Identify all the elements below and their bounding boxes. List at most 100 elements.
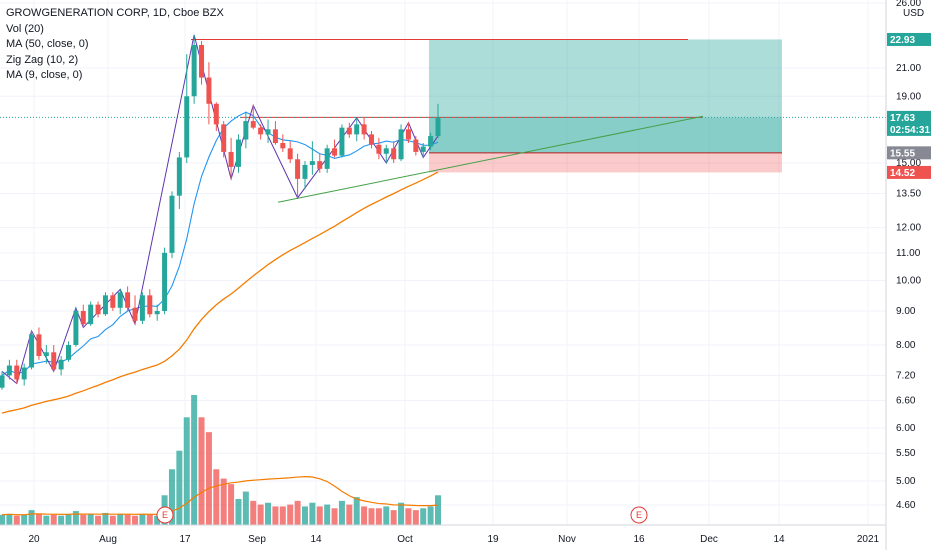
price-tag-1: 17.63 [890, 113, 915, 124]
price-tick-12: 6.00 [896, 423, 916, 434]
volume-bar-17 [124, 514, 131, 525]
volume-bar-52 [383, 506, 390, 525]
time-tick-10: 14 [773, 534, 785, 545]
time-tick-5: Oct [397, 534, 413, 545]
ma50-line [1, 171, 439, 414]
time-tick-8: 16 [633, 534, 645, 545]
ma9-line [1, 111, 439, 376]
time-tick-3: Sep [248, 534, 266, 545]
price-tag-bg-4 [887, 165, 931, 179]
candle-0 [0, 375, 5, 388]
volume-bar-30 [220, 478, 227, 525]
candle-21 [154, 311, 160, 315]
earnings-label-0: E [162, 510, 168, 520]
symbol-title[interactable]: GROWGENERATION CORP, 1D, Cboe BZX [6, 7, 224, 19]
time-tick-1: Aug [99, 534, 117, 545]
volume-bar-12 [87, 513, 94, 525]
price-axis-unit: USD [903, 8, 924, 19]
price-tick-0: 26.00 [896, 0, 921, 9]
zigzag-line [1, 34, 439, 385]
price-tick-13: 5.50 [896, 448, 916, 459]
candle-6 [43, 352, 49, 357]
volume-bar-26 [191, 395, 198, 525]
volume-bar-16 [117, 513, 124, 525]
volume-bar-5 [35, 513, 42, 525]
price-tag-bg-1 [887, 110, 931, 124]
time-tick-2: 17 [179, 534, 191, 545]
volume-bar-45 [331, 508, 338, 525]
price-tick-6: 11.00 [896, 248, 921, 259]
volume-bar-14 [102, 512, 109, 525]
profit-zone [429, 39, 782, 118]
volume-bar-20 [146, 514, 153, 525]
price-tick-8: 9.00 [896, 306, 916, 317]
candle-57 [420, 146, 426, 152]
candle-1 [6, 365, 12, 376]
volume-bar-34 [250, 500, 257, 525]
volume-bar-40 [294, 500, 301, 525]
volume-bar-18 [132, 515, 139, 525]
price-tag-bg-2 [887, 122, 931, 136]
volume-bar-48 [353, 497, 360, 525]
volume-bar-42 [309, 502, 316, 525]
candle-44 [324, 148, 330, 169]
candle-29 [213, 103, 219, 125]
candle-3 [21, 367, 27, 380]
candle-4 [29, 334, 35, 368]
candle-53 [391, 148, 397, 160]
earnings-label-1: E [636, 510, 642, 520]
volume-bar-46 [338, 500, 345, 525]
candle-49 [361, 124, 367, 135]
time-tick-4: 14 [310, 534, 322, 545]
candle-12 [88, 304, 94, 325]
volume-bar-57 [420, 508, 427, 525]
candle-2 [14, 365, 20, 380]
volume-bar-0 [0, 514, 5, 525]
volume-bar-49 [361, 506, 368, 525]
indicator-volume[interactable]: Vol (20) [6, 22, 44, 35]
volume-bar-43 [316, 506, 323, 525]
price-axis-bg [886, 0, 932, 550]
volume-bar-56 [412, 510, 419, 525]
price-tag-4: 14.52 [890, 168, 915, 179]
candle-30 [221, 124, 227, 152]
price-tick-15: 4.60 [896, 500, 916, 511]
candle-50 [368, 134, 374, 145]
price-tick-4: 13.50 [896, 189, 921, 200]
volume-bar-50 [368, 508, 375, 525]
volume-bar-7 [50, 514, 57, 525]
price-tick-11: 6.60 [896, 395, 916, 406]
time-tick-0: 20 [28, 534, 40, 545]
time-tick-11: 2021 [857, 534, 880, 545]
indicator-ma9[interactable]: MA (9, close, 0) [6, 69, 83, 81]
candle-42 [309, 161, 315, 165]
price-tick-1: 21.00 [896, 63, 921, 74]
volume-bar-35 [257, 504, 264, 525]
volume-bar-8 [58, 515, 65, 525]
candle-39 [287, 148, 293, 160]
candle-52 [383, 148, 389, 154]
candle-55 [405, 129, 411, 140]
price-tag-bg-3 [887, 146, 931, 160]
price-tag-2: 02:54:31 [890, 125, 930, 136]
price-tick-9: 8.00 [896, 340, 916, 351]
volume-bar-54 [398, 502, 405, 525]
candle-34 [250, 121, 256, 128]
indicator-ma50[interactable]: MA (50, close, 0) [6, 38, 89, 50]
volume-bar-32 [235, 499, 242, 525]
volume-bar-2 [13, 515, 20, 525]
volume-bar-4 [28, 510, 35, 525]
candle-48 [354, 124, 360, 135]
candle-36 [265, 129, 271, 135]
volume-bar-6 [43, 515, 50, 525]
candle-46 [339, 127, 345, 156]
volume-bar-53 [390, 510, 397, 525]
candle-23 [169, 195, 175, 253]
time-tick-7: Nov [558, 534, 576, 545]
candle-10 [73, 311, 79, 345]
indicator-zigzag[interactable]: Zig Zag (10, 2) [6, 53, 79, 66]
candle-15 [110, 295, 116, 308]
price-tick-2: 19.00 [896, 91, 921, 102]
